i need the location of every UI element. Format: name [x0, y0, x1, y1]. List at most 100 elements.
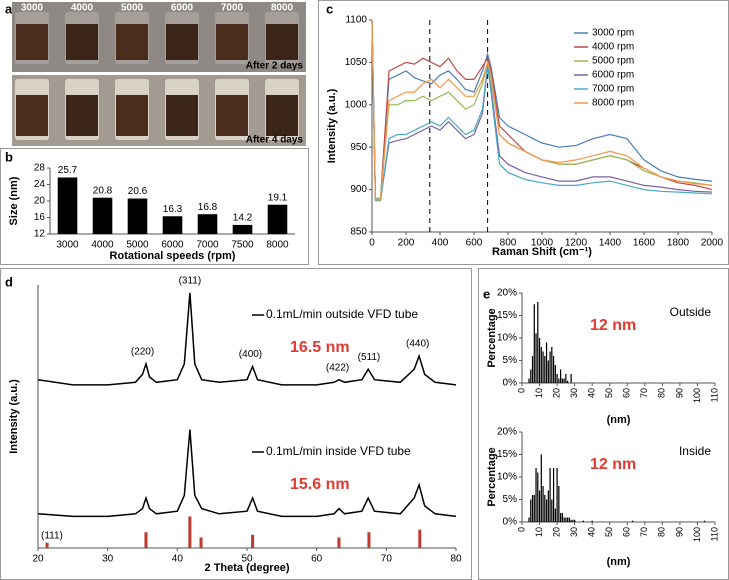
- x-tick-label: 110: [709, 527, 719, 541]
- x-tick-label: 100: [692, 388, 702, 403]
- bar: [565, 517, 567, 522]
- series-line: [371, 19, 713, 201]
- bar: [535, 468, 537, 522]
- photo: [12, 2, 306, 72]
- series-line: [371, 19, 713, 201]
- bar: [535, 333, 537, 383]
- y-axis-label: Intensity (a.u.): [326, 88, 338, 163]
- x-tick-label: 40: [587, 388, 597, 398]
- photo: [12, 75, 306, 146]
- x-tick-label: 80: [450, 554, 462, 565]
- y-tick-label: 15%: [497, 310, 517, 321]
- liquid: [166, 24, 198, 60]
- y-tick-label: 15%: [497, 449, 517, 460]
- x-axis-label: Raman Shift (cm⁻¹): [492, 246, 592, 258]
- caption: After 4 days: [246, 135, 304, 146]
- bar: [538, 490, 541, 522]
- bar: [549, 468, 551, 522]
- bar: [531, 356, 534, 383]
- x-tick-label: 40: [587, 527, 597, 537]
- legend-label: 6000 rpm: [592, 70, 634, 81]
- x-tick-label: 50: [604, 527, 614, 537]
- bar: [554, 365, 556, 383]
- bar: [549, 351, 551, 383]
- tube-label: 4000: [71, 3, 94, 14]
- legend-label: 7000 rpm: [592, 84, 634, 95]
- series-line: [371, 19, 713, 202]
- size-label: 12 nm: [590, 456, 636, 473]
- bar: [565, 374, 567, 383]
- x-tick-label: 30: [569, 388, 579, 398]
- bar: [540, 454, 542, 522]
- y-axis-label: Percentage: [486, 308, 498, 367]
- x-tick-label: 1600: [633, 238, 656, 249]
- legend-label: 3000 rpm: [592, 28, 634, 39]
- y-tick-label: 12: [34, 229, 46, 240]
- x-tick-label: 110: [709, 388, 719, 402]
- liquid: [16, 95, 48, 136]
- y-tick-label: 16: [34, 212, 46, 223]
- x-tick-label: 70: [381, 554, 393, 565]
- y-tick-label: 24: [34, 179, 46, 190]
- x-tick-label: 1200: [565, 238, 588, 249]
- bar: [92, 197, 113, 234]
- size-label: 15.6 nm: [290, 476, 350, 493]
- x-tick-label: 400: [432, 238, 449, 249]
- bar: [547, 360, 549, 383]
- bar: [559, 369, 562, 383]
- peak-label: (111): [41, 531, 63, 542]
- x-axis-label: 2 Theta (degree): [205, 562, 290, 574]
- reference-bar: [188, 516, 192, 548]
- y-tick-label: 5%: [503, 494, 518, 505]
- bar: [267, 204, 288, 234]
- x-tick-label: 1000: [531, 238, 554, 249]
- x-tick-label: 1400: [599, 238, 622, 249]
- value-label: 16.3: [163, 204, 183, 215]
- y-axis-label: Percentage: [486, 447, 498, 506]
- bar: [540, 347, 542, 383]
- panel-frame: [0, 148, 309, 265]
- tube-label: 6000: [171, 3, 194, 14]
- x-tick-label: 80: [657, 527, 667, 537]
- x-tick-label: 70: [639, 388, 649, 398]
- bar: [544, 356, 546, 383]
- bar: [574, 519, 576, 522]
- bar: [232, 224, 253, 234]
- bar: [556, 468, 558, 522]
- x-tick-label: 200: [398, 238, 415, 249]
- value-label: 25.7: [58, 165, 78, 176]
- liquid: [66, 95, 98, 136]
- y-tick-label: 1100: [345, 15, 367, 26]
- x-tick-label: 4000: [91, 240, 114, 251]
- value-label: 19.1: [268, 192, 288, 203]
- bar: [582, 520, 585, 522]
- bar: [561, 513, 563, 522]
- bar: [530, 499, 532, 522]
- x-tick-label: 1800: [667, 238, 690, 249]
- bar: [530, 369, 532, 383]
- value-label: 20.6: [128, 186, 148, 197]
- bar: [572, 519, 574, 522]
- x-tick-label: 30: [102, 554, 114, 565]
- panel-label: a: [5, 1, 13, 16]
- bar: [554, 508, 556, 522]
- bar: [537, 302, 539, 383]
- size-label: 12 nm: [590, 317, 636, 334]
- bar: [197, 214, 218, 234]
- bar: [552, 356, 555, 383]
- reference-bar: [199, 537, 203, 548]
- x-axis-label: Rotational speeds (rpm): [110, 250, 236, 262]
- liquid: [16, 24, 48, 60]
- peak-label: (440): [406, 339, 429, 350]
- bar: [545, 499, 548, 522]
- bar: [567, 380, 569, 383]
- bar: [531, 495, 534, 522]
- tube-label: 3000: [21, 3, 44, 14]
- y-tick-label: 850: [350, 227, 367, 238]
- x-tick-label: 60: [622, 388, 632, 398]
- legend-label: 5000 rpm: [592, 56, 634, 67]
- x-tick-label: 10: [534, 388, 544, 398]
- reference-bar: [251, 534, 255, 548]
- bar: [570, 374, 572, 383]
- x-tick-label: 800: [500, 238, 517, 249]
